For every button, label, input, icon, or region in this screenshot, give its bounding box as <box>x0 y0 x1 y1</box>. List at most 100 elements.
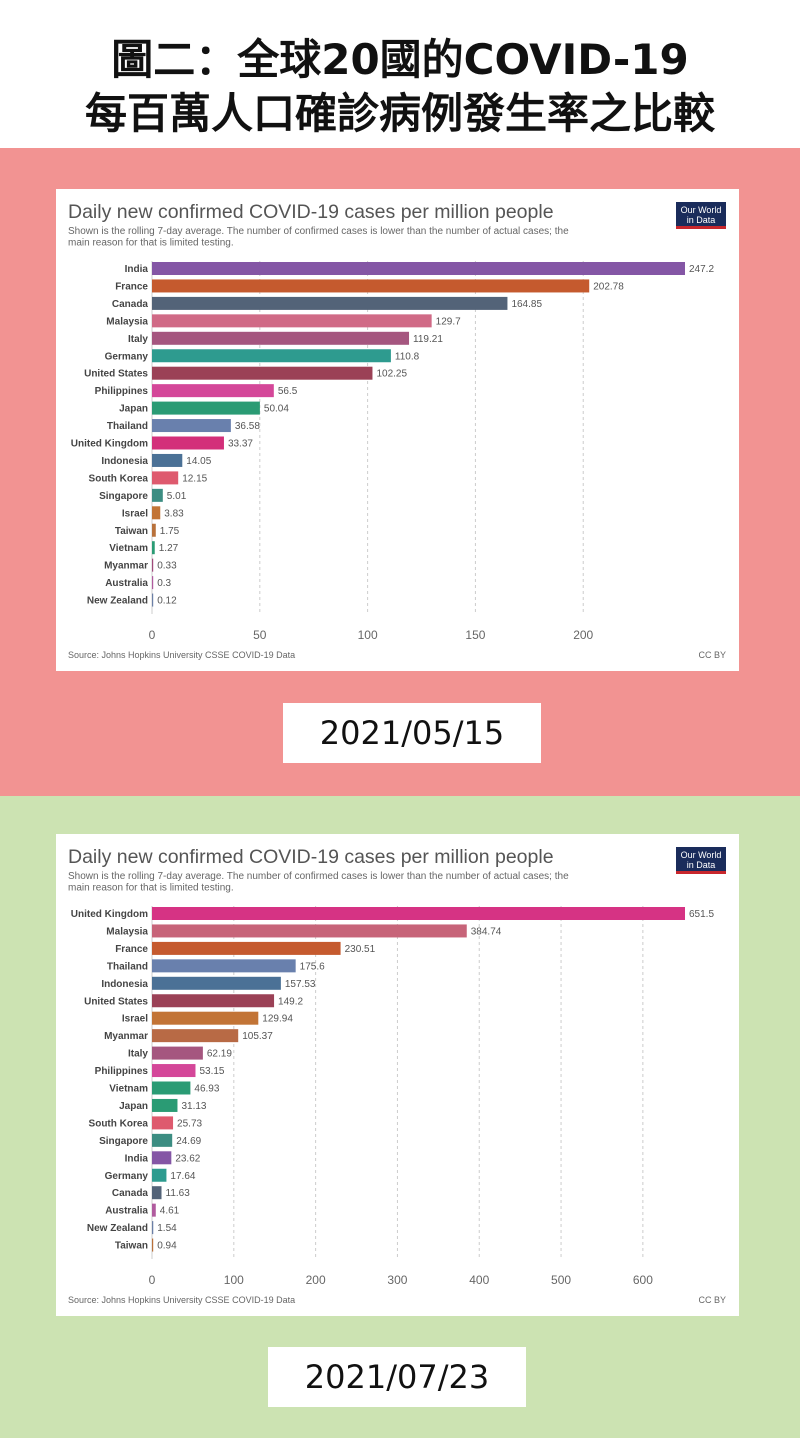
bar <box>152 1238 154 1252</box>
category-label: Singapore <box>99 1136 148 1147</box>
bar <box>152 924 467 938</box>
category-label: Philippines <box>95 386 149 397</box>
date-label-july: 2021/07/23 <box>268 1347 526 1407</box>
bar <box>152 976 281 990</box>
page-title: 圖二：全球20國的COVID-19 每百萬人口確診病例發生率之比較 <box>0 0 800 148</box>
owid-logo-text: Our World <box>681 205 722 215</box>
bar <box>152 959 296 973</box>
bar <box>152 471 179 485</box>
category-label: Japan <box>119 1101 148 1112</box>
bar <box>152 296 508 310</box>
x-tick-label: 100 <box>224 1273 244 1287</box>
chart-subtitle: Shown is the rolling 7-day average. The … <box>68 226 569 237</box>
bar <box>152 1186 162 1200</box>
category-label: Taiwan <box>115 1241 148 1252</box>
x-tick-label: 0 <box>149 628 156 642</box>
x-tick-label: 200 <box>573 628 593 642</box>
bar <box>152 1133 173 1147</box>
value-label: 0.94 <box>157 1241 177 1252</box>
value-label: 1.54 <box>157 1223 177 1234</box>
category-label: Thailand <box>107 421 148 432</box>
title-line-1: 圖二：全球20國的COVID-19 <box>111 35 689 84</box>
value-label: 25.73 <box>177 1118 202 1129</box>
value-label: 50.04 <box>264 404 289 415</box>
category-label: New Zealand <box>87 1223 148 1234</box>
category-label: South Korea <box>89 473 149 484</box>
category-label: France <box>115 281 148 292</box>
category-label: United Kingdom <box>71 439 148 450</box>
source-note: Source: Johns Hopkins University CSSE CO… <box>68 1295 295 1305</box>
category-label: Malaysia <box>106 926 148 937</box>
value-label: 23.62 <box>175 1153 200 1164</box>
value-label: 651.5 <box>689 909 714 920</box>
bar <box>152 1116 174 1130</box>
bar <box>152 1011 259 1025</box>
chart-july-2021: Daily new confirmed COVID-19 cases per m… <box>68 846 726 1305</box>
x-tick-label: 500 <box>551 1273 571 1287</box>
bar <box>152 384 274 398</box>
bar <box>152 506 161 520</box>
value-label: 0.33 <box>157 561 177 572</box>
category-label: Vietnam <box>109 1084 148 1095</box>
value-label: 4.61 <box>160 1206 180 1217</box>
category-label: Thailand <box>107 961 148 972</box>
bar <box>152 941 341 955</box>
value-label: 129.94 <box>262 1014 293 1025</box>
category-label: Taiwan <box>115 526 148 537</box>
source-note: Source: Johns Hopkins University CSSE CO… <box>68 650 295 660</box>
chart-subtitle: main reason for that is limited testing. <box>68 238 234 249</box>
category-label: France <box>115 944 148 955</box>
owid-logo-text: Our World <box>681 850 722 860</box>
category-label: Italy <box>128 1049 148 1060</box>
category-label: Japan <box>119 404 148 415</box>
category-label: Myanmar <box>104 1031 148 1042</box>
value-label: 230.51 <box>345 944 376 955</box>
value-label: 110.8 <box>395 351 420 362</box>
bar <box>152 1029 239 1043</box>
value-label: 157.53 <box>285 979 316 990</box>
bar <box>152 262 685 275</box>
value-label: 31.13 <box>181 1101 206 1112</box>
category-label: India <box>125 1153 149 1164</box>
date-label-may: 2021/05/15 <box>283 703 541 763</box>
category-label: Germany <box>105 351 149 362</box>
value-label: 119.21 <box>413 334 443 345</box>
value-label: 129.7 <box>436 316 461 327</box>
category-label: Australia <box>105 578 148 589</box>
value-label: 17.64 <box>170 1171 195 1182</box>
license-note: CC BY <box>698 650 726 660</box>
bar <box>152 523 156 537</box>
category-label: Malaysia <box>106 316 148 327</box>
chart-subtitle: main reason for that is limited testing. <box>68 883 234 894</box>
chart-title: Daily new confirmed COVID-19 cases per m… <box>68 201 554 223</box>
category-label: Indonesia <box>101 979 148 990</box>
bar <box>152 488 163 502</box>
value-label: 175.6 <box>300 961 325 972</box>
value-label: 0.3 <box>157 578 171 589</box>
value-label: 33.37 <box>228 439 253 450</box>
category-label: India <box>125 264 149 275</box>
bar <box>152 1046 203 1060</box>
bar <box>152 541 155 555</box>
value-label: 1.75 <box>160 526 180 537</box>
value-label: 102.25 <box>376 369 407 380</box>
chart-title: Daily new confirmed COVID-19 cases per m… <box>68 846 554 868</box>
chart-subtitle: Shown is the rolling 7-day average. The … <box>68 871 569 882</box>
category-label: Germany <box>105 1171 149 1182</box>
x-tick-label: 0 <box>149 1273 156 1287</box>
bar <box>152 593 154 607</box>
bar <box>152 436 224 450</box>
bar <box>152 1064 196 1078</box>
value-label: 46.93 <box>194 1084 219 1095</box>
bar <box>152 453 183 467</box>
owid-logo <box>676 847 726 873</box>
x-tick-label: 100 <box>358 628 378 642</box>
value-label: 164.85 <box>511 299 542 310</box>
chart-card-may: Daily new confirmed COVID-19 cases per m… <box>56 189 739 671</box>
value-label: 149.2 <box>278 996 303 1007</box>
value-label: 105.37 <box>242 1031 273 1042</box>
category-label: Canada <box>112 1188 149 1199</box>
owid-logo-text: in Data <box>687 860 716 870</box>
category-label: Israel <box>122 508 148 519</box>
bar <box>152 1151 172 1165</box>
